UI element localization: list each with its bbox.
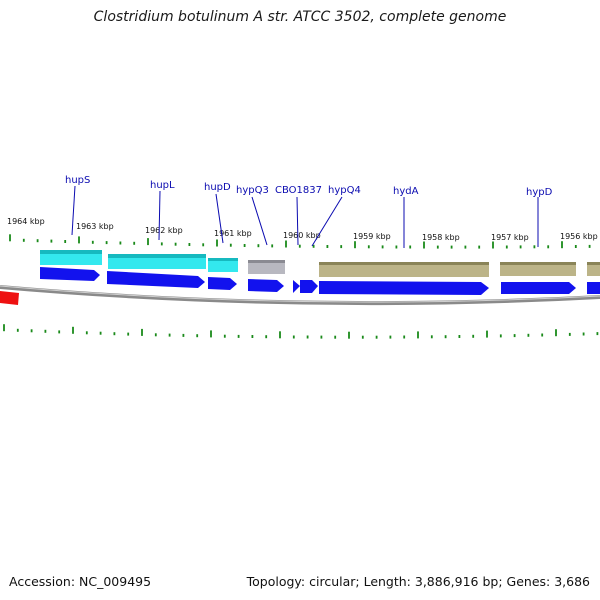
feature-red[interactable] xyxy=(0,291,19,305)
gene-leader-line xyxy=(71,185,76,236)
feature-hupL[interactable] xyxy=(108,254,206,269)
gene-labels: hupS hupL hupD hypQ3 CBO1837 hypQ4 hydA … xyxy=(65,175,553,248)
feature-next[interactable] xyxy=(587,262,600,276)
gene-leader-line xyxy=(215,193,224,244)
inner-tick-ring xyxy=(3,324,599,339)
gene-label-hypQ3: hypQ3 xyxy=(236,185,269,196)
feature-hupD[interactable] xyxy=(208,258,238,272)
feature-hypD[interactable] xyxy=(500,262,576,276)
gene-label-hydA: hydA xyxy=(393,186,419,197)
tick-label: 1960 kbp xyxy=(283,231,321,240)
feature-hypQ3[interactable] xyxy=(248,260,285,274)
position-tick-labels: 1964 kbp 1963 kbp 1962 kbp 1961 kbp 1960… xyxy=(7,217,598,242)
gene-leader-line xyxy=(296,196,299,246)
cds-arrow-hypQ4[interactable] xyxy=(300,280,318,293)
tick-label: 1957 kbp xyxy=(491,233,529,242)
genome-backbone xyxy=(0,285,600,306)
cds-arrow-next[interactable] xyxy=(587,282,600,294)
gene-label-hypD: hypD xyxy=(526,187,553,198)
gene-label-hupD: hupD xyxy=(204,182,231,193)
gene-leader-line xyxy=(311,196,343,247)
cds-arrow-hupD[interactable] xyxy=(208,277,237,290)
gene-leader-line xyxy=(251,196,268,246)
feature-hydA[interactable] xyxy=(319,262,489,277)
tick-label: 1961 kbp xyxy=(214,229,252,238)
feature-hupS[interactable] xyxy=(40,250,102,265)
gene-label-hupS: hupS xyxy=(65,175,90,186)
map-title: Clostridium botulinum A str. ATCC 3502, … xyxy=(93,9,507,25)
cds-arrow-hupL[interactable] xyxy=(107,271,205,288)
feature-track xyxy=(40,250,600,277)
cds-arrow-CBO1837[interactable] xyxy=(293,280,300,293)
tick-label: 1962 kbp xyxy=(145,226,183,235)
gene-leader-line xyxy=(158,190,161,241)
tick-label: 1964 kbp xyxy=(7,217,45,226)
cds-arrow-hupS[interactable] xyxy=(40,267,100,281)
genome-backbone-highlight xyxy=(0,285,600,303)
gene-label-hupL: hupL xyxy=(150,180,175,191)
accession-label: Accession: NC_009495 xyxy=(9,574,152,589)
tick-label: 1958 kbp xyxy=(422,233,460,242)
tick-label: 1956 kbp xyxy=(560,232,598,241)
tick-label: 1959 kbp xyxy=(353,232,391,241)
cds-track xyxy=(40,267,600,295)
cds-arrow-hypQ3[interactable] xyxy=(248,279,284,292)
genome-stats-label: Topology: circular; Length: 3,886,916 bp… xyxy=(246,574,590,589)
tick-label: 1963 kbp xyxy=(76,222,114,231)
cds-arrow-hydA[interactable] xyxy=(319,281,489,295)
outer-tick-ring xyxy=(9,234,591,249)
gene-label-hypQ4: hypQ4 xyxy=(328,185,361,196)
cds-arrow-hypD[interactable] xyxy=(501,282,576,294)
gene-label-CBO1837: CBO1837 xyxy=(275,185,322,196)
